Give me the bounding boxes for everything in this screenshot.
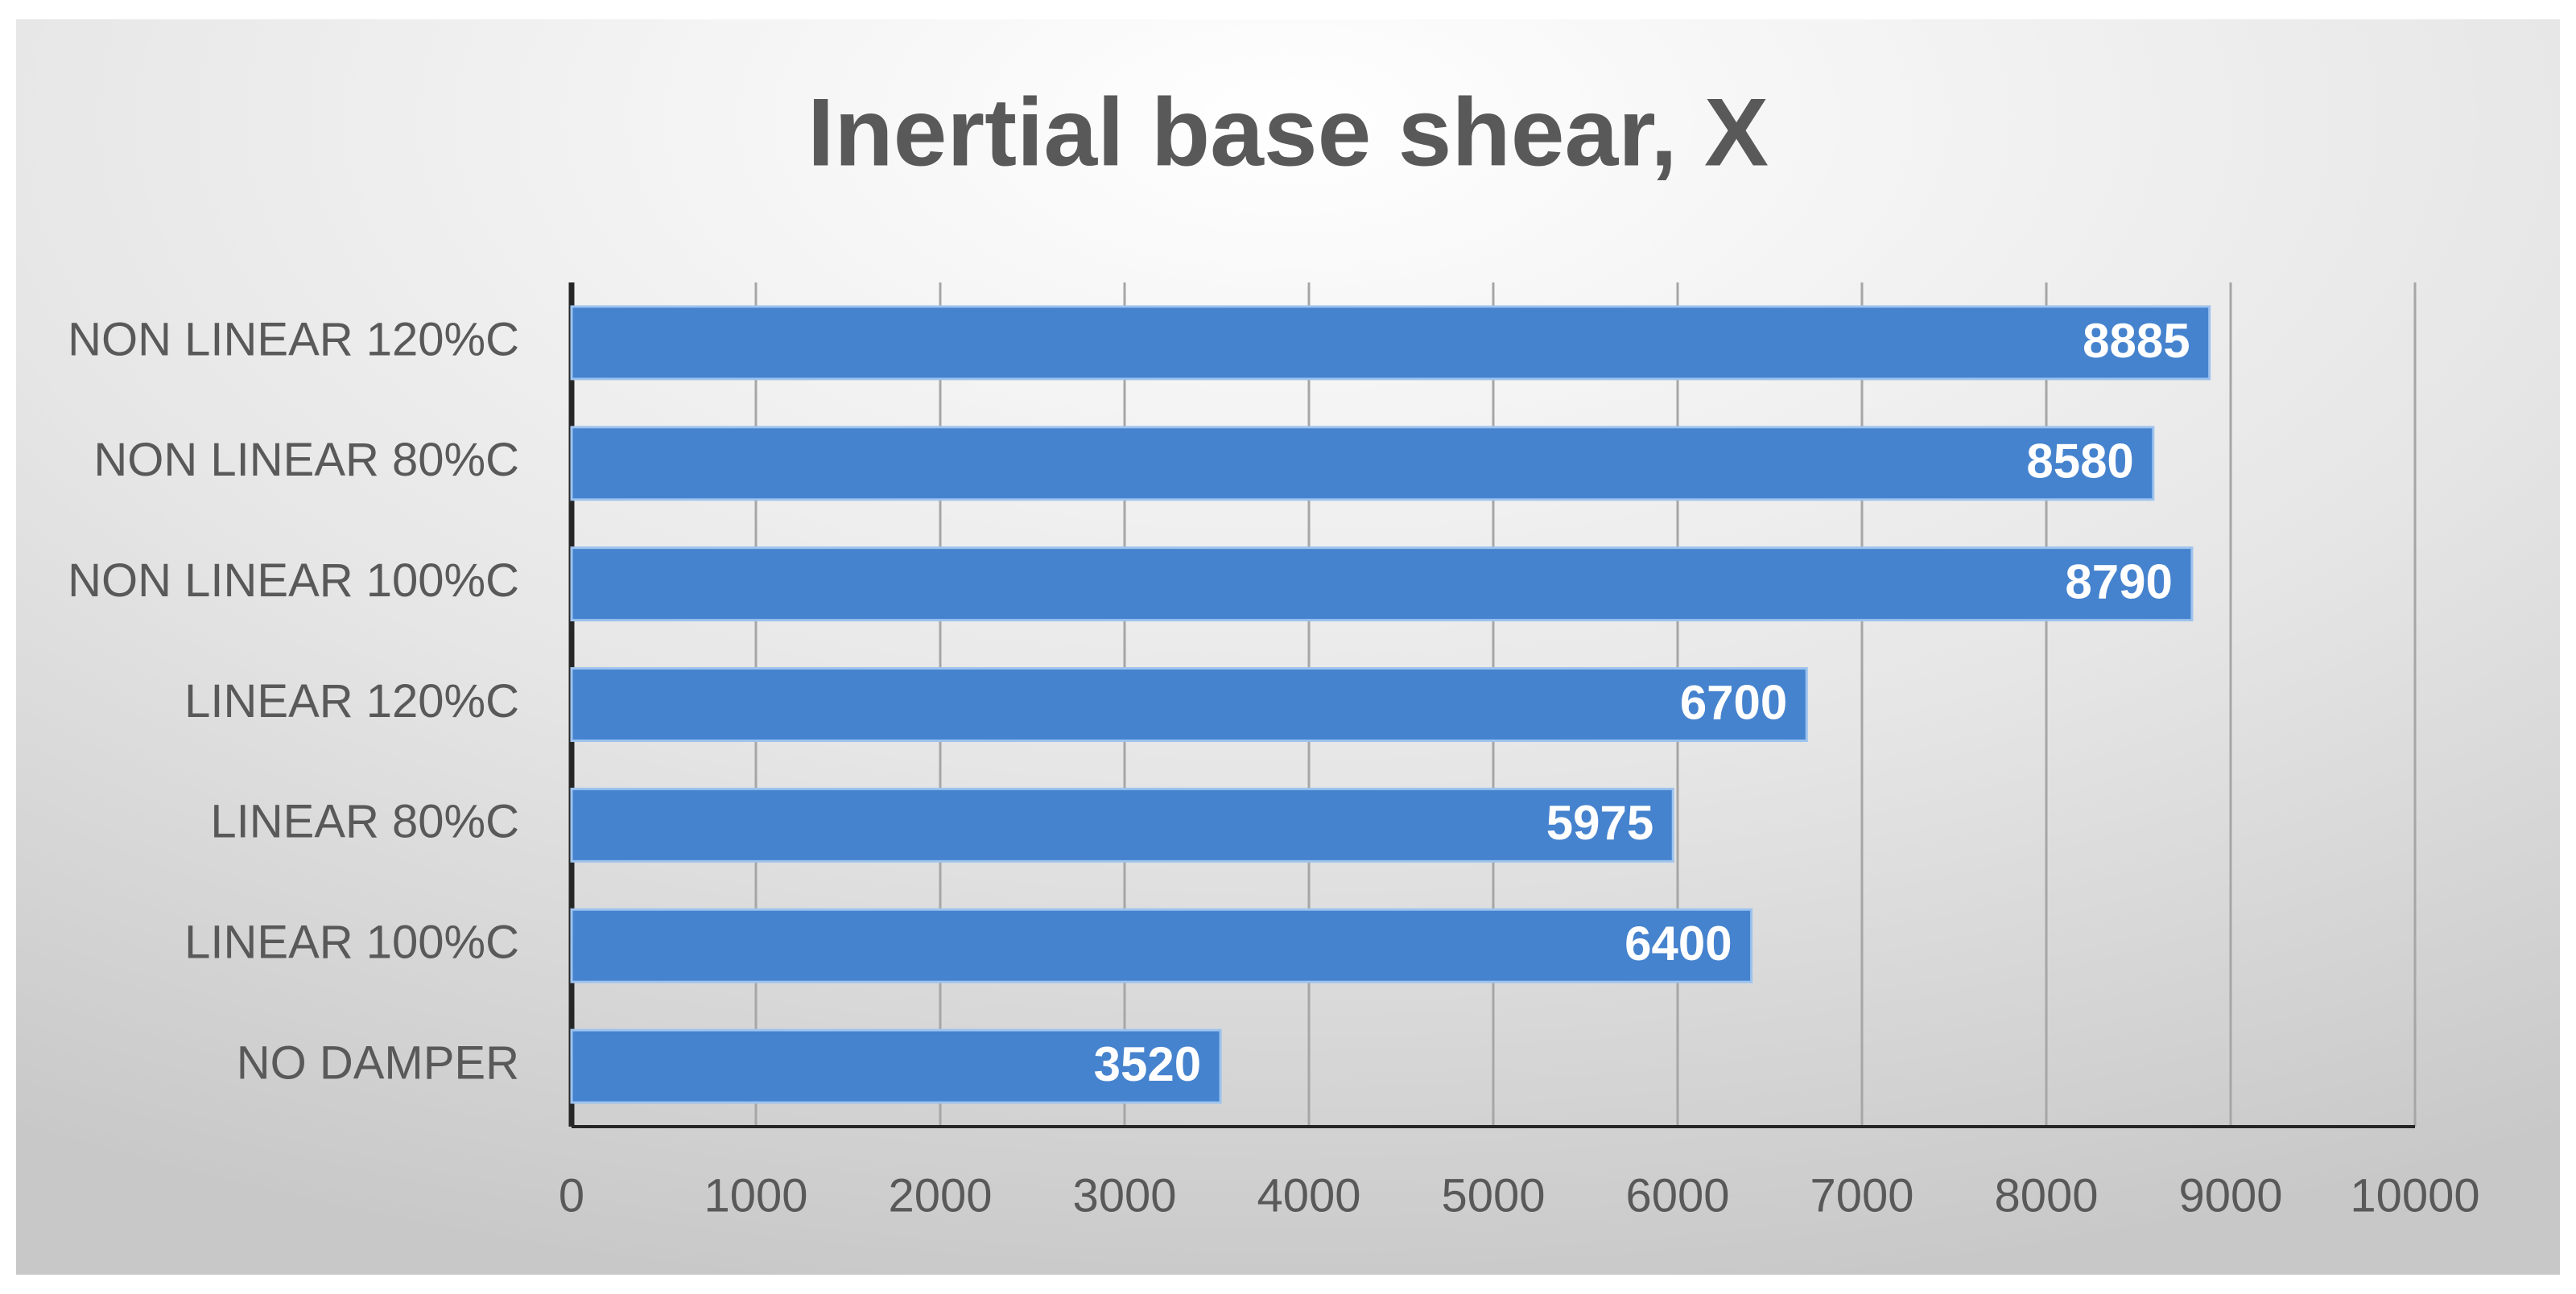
data-label: 6400	[1624, 917, 1732, 970]
bar	[570, 787, 1674, 863]
x-tick-label: 10000	[2350, 1169, 2479, 1222]
data-label: 6700	[1680, 675, 1787, 729]
y-tick-label: LINEAR 80%C	[210, 796, 519, 848]
y-tick-label: NON LINEAR 100%C	[68, 554, 519, 607]
bar	[570, 546, 2194, 622]
data-label: 8790	[2065, 554, 2172, 608]
x-tick-label: 1000	[704, 1169, 807, 1222]
data-label: 8885	[2083, 314, 2190, 368]
chart-background	[16, 19, 2560, 1275]
y-tick-label: NON LINEAR 120%C	[68, 313, 519, 365]
x-tick-label: 4000	[1257, 1169, 1360, 1222]
y-tick-label: LINEAR 100%C	[184, 917, 519, 969]
x-tick-label: 8000	[1994, 1169, 2098, 1222]
bar	[570, 1028, 1222, 1104]
x-tick-label: 5000	[1441, 1169, 1545, 1222]
y-tick-label: NO DAMPER	[237, 1036, 519, 1089]
chart-title: Inertial base shear, X	[807, 79, 1769, 187]
y-tick-label: NON LINEAR 80%C	[93, 434, 519, 486]
bar	[570, 667, 1808, 742]
data-label: 8580	[2026, 435, 2133, 488]
data-label: 5975	[1546, 796, 1653, 850]
x-tick-label: 3000	[1072, 1169, 1176, 1222]
y-tick-label: LINEAR 120%C	[184, 675, 519, 727]
bar	[570, 305, 2211, 381]
bar	[570, 908, 1753, 983]
bar	[570, 426, 2155, 501]
x-tick-label: 9000	[2178, 1169, 2282, 1222]
x-tick-label: 2000	[888, 1169, 992, 1222]
data-label: 3520	[1094, 1037, 1201, 1091]
x-tick-label: 6000	[1625, 1169, 1729, 1222]
x-tick-label: 0	[559, 1169, 584, 1222]
x-tick-label: 7000	[1810, 1169, 1913, 1222]
